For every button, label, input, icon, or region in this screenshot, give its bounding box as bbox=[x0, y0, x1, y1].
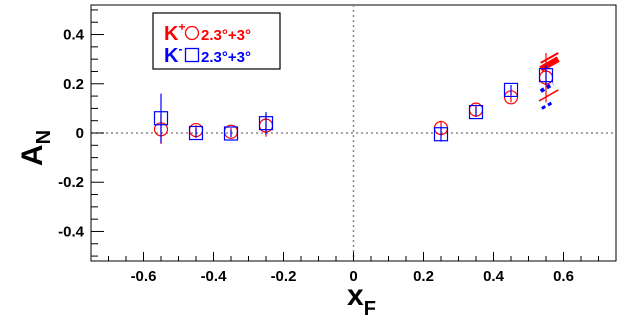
legend-kplus-marker bbox=[184, 25, 200, 41]
x-tick-label: 0 bbox=[349, 268, 357, 285]
legend-kminus-marker bbox=[184, 47, 200, 63]
x-tick-label: -0.4 bbox=[201, 268, 228, 285]
data-point-square bbox=[433, 127, 449, 142]
y-axis-title: AN bbox=[16, 130, 55, 166]
legend-kminus-label: 2.3°+3° bbox=[201, 49, 251, 66]
legend-kminus-particle: K bbox=[164, 45, 179, 67]
legend-kplus-particle: K bbox=[164, 23, 179, 45]
x-tick-label: 0.4 bbox=[483, 268, 505, 285]
legend-entry-kplus: K+ bbox=[164, 20, 185, 45]
x-tick-label: 0.2 bbox=[413, 268, 434, 285]
x-tick-label: -0.6 bbox=[131, 268, 157, 285]
x-tick-label: 0.6 bbox=[553, 268, 574, 285]
legend-kplus-label: 2.3°+3° bbox=[201, 27, 251, 44]
x-tick-label: -0.2 bbox=[271, 268, 297, 285]
y-tick-label: 0 bbox=[76, 125, 84, 142]
y-tick-label: 0.2 bbox=[63, 76, 84, 93]
x-axis-title-main: x bbox=[347, 279, 364, 312]
x-axis-title-sub: F bbox=[364, 298, 376, 320]
y-axis-title-main: A bbox=[16, 144, 49, 166]
annotation-segment-4 bbox=[541, 100, 554, 110]
x-axis-title: xF bbox=[347, 279, 376, 320]
data-point-square bbox=[153, 111, 169, 126]
annotation-segment-0 bbox=[540, 52, 559, 64]
data-point-square bbox=[258, 116, 274, 131]
y-tick-label: -0.4 bbox=[58, 223, 85, 240]
y-tick-label: -0.2 bbox=[58, 174, 84, 191]
legend-kminus-charge: - bbox=[178, 42, 182, 56]
annotation-segment-2 bbox=[538, 89, 559, 102]
data-point-square bbox=[188, 125, 204, 141]
legend-kplus-charge: + bbox=[178, 20, 185, 34]
data-point-square bbox=[538, 68, 554, 83]
legend: K+ 2.3°+3° K- 2.3°+3° bbox=[152, 12, 281, 70]
y-axis-title-sub: N bbox=[33, 130, 55, 144]
annotation-segment-3 bbox=[539, 82, 555, 93]
annotation-segment-1 bbox=[539, 56, 560, 72]
data-point-square bbox=[468, 104, 484, 120]
y-tick-label: 0.4 bbox=[63, 27, 85, 44]
legend-entry-kminus: K- bbox=[164, 42, 182, 67]
legend-box bbox=[152, 12, 281, 70]
data-point-square bbox=[223, 126, 239, 141]
data-point-square bbox=[503, 82, 519, 98]
